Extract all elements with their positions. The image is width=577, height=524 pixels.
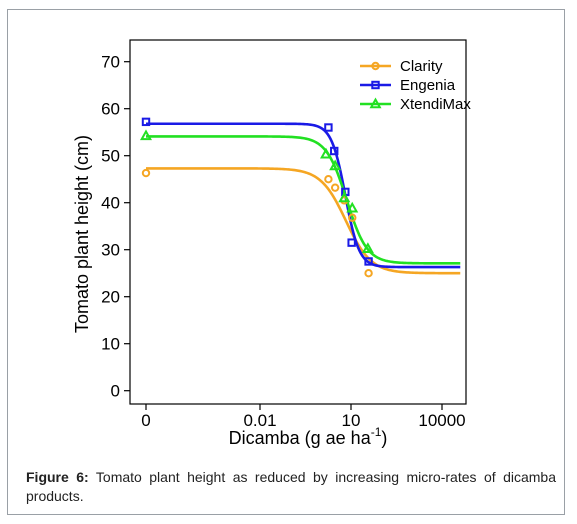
data-point-engenia xyxy=(347,238,356,247)
axes: 0 10 20 30 40 50 60 70 0 0.01 10 10000 xyxy=(101,39,467,430)
y-tick-label: 60 xyxy=(101,100,120,119)
y-axis-label: Tomato plant height (cm) xyxy=(72,135,92,333)
fit-curves xyxy=(146,122,461,275)
data-point-engenia xyxy=(330,146,339,156)
data-point-engenia xyxy=(364,257,373,266)
fit-curve-xtendimax xyxy=(146,135,461,265)
data-point-xtendimax xyxy=(338,191,351,203)
caption-text: Tomato plant height as reduced by increa… xyxy=(26,469,557,504)
y-tick-label: 70 xyxy=(101,53,120,72)
data-point-engenia xyxy=(141,117,151,127)
legend: Clarity Engenia XtendiMax xyxy=(360,58,471,113)
y-tick-label: 50 xyxy=(101,147,120,166)
legend-marker-xtendimax xyxy=(369,97,382,109)
legend-label-xtendimax: XtendiMax xyxy=(400,96,471,113)
y-tick-label: 10 xyxy=(101,335,120,354)
legend-label-clarity: Clarity xyxy=(400,58,443,75)
data-point-xtendimax xyxy=(361,242,374,253)
x-tick-label: 0.01 xyxy=(243,411,276,430)
x-tick-label: 10000 xyxy=(418,411,465,430)
data-point-xtendimax xyxy=(329,159,342,171)
y-tick-label: 0 xyxy=(111,382,120,401)
y-tick-label: 20 xyxy=(101,288,120,307)
data-point-clarity xyxy=(364,269,373,278)
x-axis-label: Dicamba (g ae ha-1) xyxy=(229,425,388,448)
fit-curve-clarity xyxy=(146,167,461,275)
legend-label-engenia: Engenia xyxy=(400,77,456,94)
plot-box xyxy=(129,39,467,405)
fit-curve-engenia xyxy=(146,122,461,269)
caption-label: Figure 6: xyxy=(26,469,89,485)
figure-caption: Figure 6: Tomato plant height as reduced… xyxy=(26,468,556,506)
data-point-clarity xyxy=(141,168,151,178)
data-point-xtendimax xyxy=(139,129,153,141)
data-point-clarity xyxy=(348,213,357,222)
data-point-xtendimax xyxy=(346,201,359,213)
legend-marker-clarity xyxy=(371,61,380,71)
data-point-engenia xyxy=(324,123,333,132)
legend-marker-engenia xyxy=(371,80,380,90)
data-point-xtendimax xyxy=(320,147,333,159)
x-tick-label: 0 xyxy=(141,411,150,430)
y-tick-label: 30 xyxy=(101,241,120,260)
data-point-clarity xyxy=(324,175,333,184)
y-tick-label: 40 xyxy=(101,194,120,213)
x-tick-label: 10 xyxy=(342,411,361,430)
data-point-clarity xyxy=(330,183,340,192)
figure-frame xyxy=(7,9,565,515)
data-points xyxy=(139,117,374,278)
